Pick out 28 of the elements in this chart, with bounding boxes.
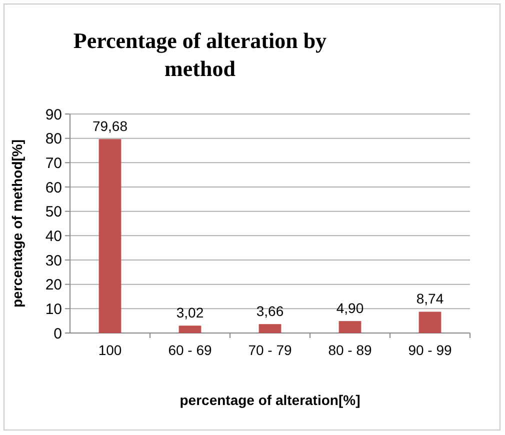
y-tick-label: 30 [45, 252, 62, 270]
bar [98, 139, 122, 333]
data-label: 4,90 [336, 300, 364, 316]
x-tick-label: 60 - 69 [168, 342, 212, 358]
x-tick-label: 90 - 99 [408, 342, 452, 358]
x-tick-label: 80 - 89 [328, 342, 372, 358]
data-label: 79,68 [92, 118, 128, 134]
y-tick-label: 0 [54, 325, 62, 342]
chart-title: Percentage of alteration by method [73, 28, 327, 81]
y-tick-label: 50 [45, 204, 62, 221]
y-tick-label: 80 [45, 130, 62, 148]
data-label: 8,74 [416, 290, 444, 307]
y-tick-label: 70 [45, 154, 62, 172]
x-tick-label: 70 - 79 [248, 342, 292, 358]
y-tick-label: 60 [45, 179, 62, 196]
y-tick-label: 20 [45, 276, 62, 294]
bar [178, 326, 202, 333]
y-tick-label: 40 [45, 228, 62, 245]
x-axis-title: percentage of alteration[%] [180, 392, 360, 408]
y-tick-label: 90 [45, 106, 62, 124]
x-tick-label: 100 [98, 342, 122, 358]
bar [258, 324, 282, 333]
data-label: 3,02 [176, 304, 204, 321]
y-axis-title: percentage of method[%] [9, 139, 25, 308]
bar [338, 321, 362, 333]
data-label: 3,66 [256, 303, 284, 320]
bar [418, 312, 442, 333]
y-tick-label: 10 [45, 300, 62, 318]
